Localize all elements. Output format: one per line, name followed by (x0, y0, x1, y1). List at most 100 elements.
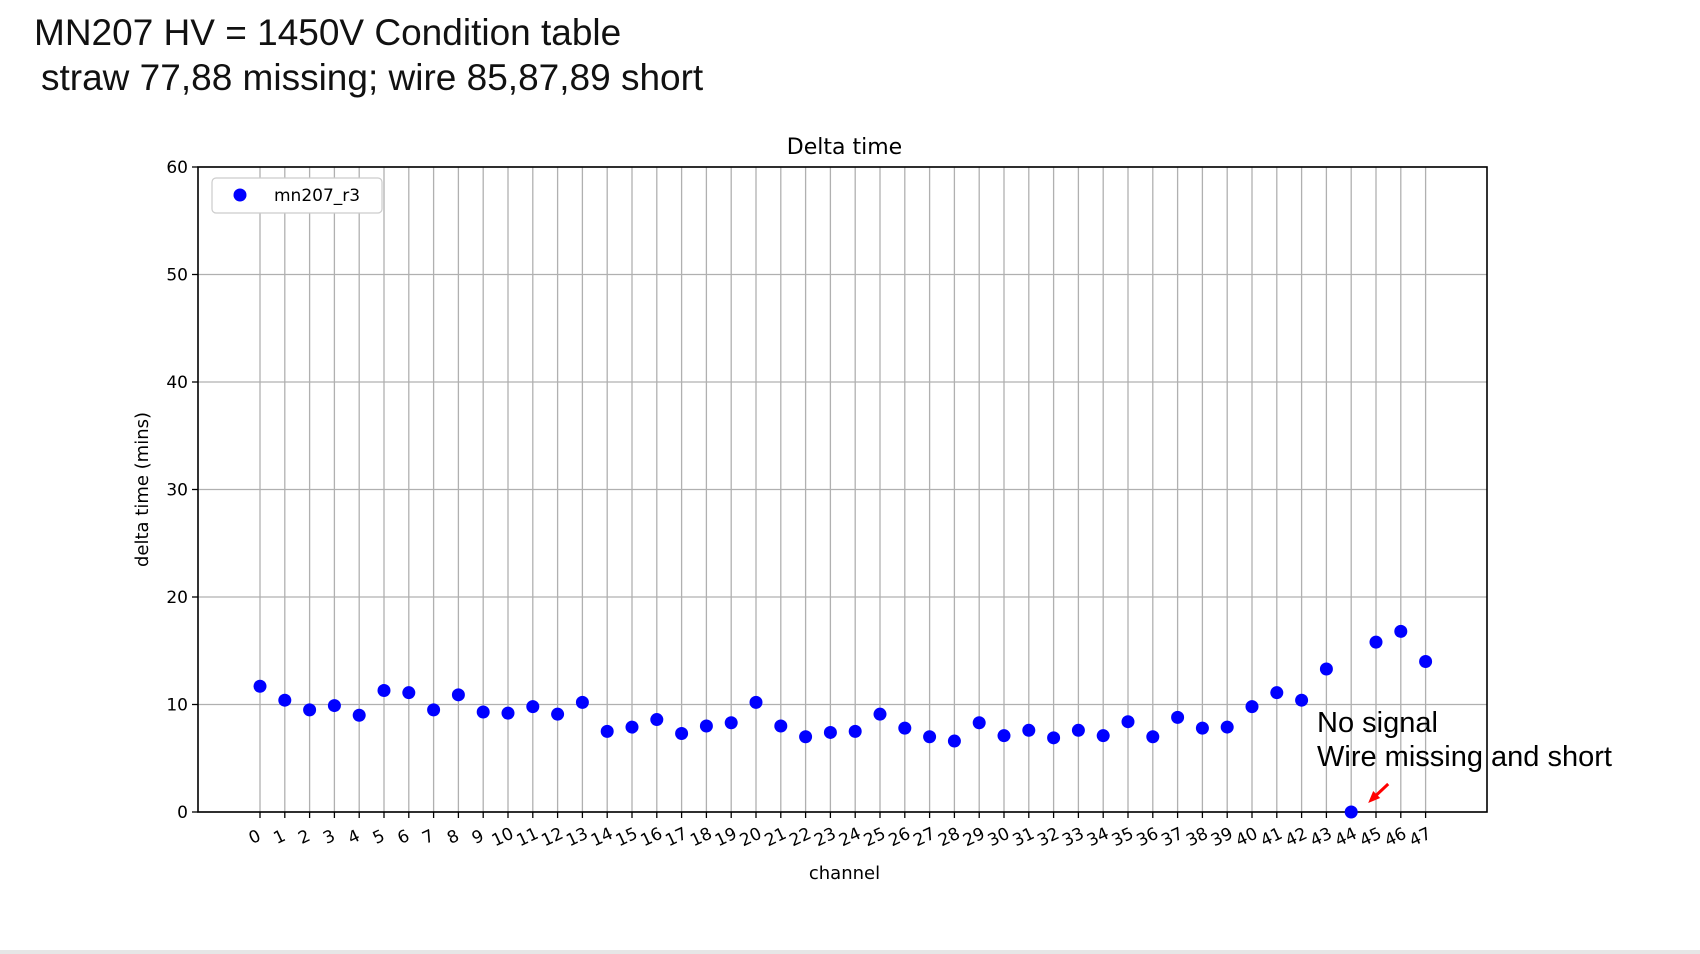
x-tick-label: 2 (295, 826, 313, 849)
x-tick-label: 28 (935, 824, 963, 851)
x-tick-label: 46 (1382, 824, 1410, 851)
y-tick-label: 40 (166, 373, 188, 393)
x-tick-label: 0 (246, 826, 264, 849)
slide-title: MN207 HV = 1450V Condition table (34, 12, 622, 53)
x-tick-label: 1 (271, 826, 289, 849)
x-tick-label: 20 (737, 824, 765, 851)
data-point (799, 730, 813, 744)
data-point (625, 720, 639, 734)
data-point (823, 725, 837, 739)
data-point (947, 734, 961, 748)
x-tick-label: 6 (395, 826, 413, 849)
slide-subtitle: straw 77,88 missing; wire 85,87,89 short (41, 57, 704, 98)
data-point (675, 727, 689, 741)
data-point (898, 721, 912, 735)
data-point (501, 706, 515, 720)
x-tick-label: 18 (687, 824, 715, 851)
x-tick-label: 19 (712, 824, 740, 851)
data-point (476, 705, 490, 719)
x-tick-label: 8 (444, 826, 462, 849)
x-tick-label: 41 (1258, 824, 1286, 851)
data-point (650, 713, 664, 727)
data-point (972, 716, 986, 730)
data-point (774, 719, 788, 733)
data-point (600, 724, 614, 738)
data-point (699, 719, 713, 733)
y-tick-label: 60 (166, 158, 188, 178)
data-point (1071, 723, 1085, 737)
legend-box (211, 177, 383, 214)
data-point (1195, 721, 1209, 735)
x-tick-label: 10 (489, 824, 517, 851)
x-tick-label: 30 (985, 824, 1013, 851)
x-tick-label: 36 (1134, 824, 1162, 851)
x-tick-label: 4 (345, 826, 363, 849)
x-tick-label: 7 (419, 826, 437, 849)
data-point (848, 724, 862, 738)
x-axis-label: channel (809, 863, 880, 884)
y-tick-label: 0 (177, 803, 188, 823)
x-tick-label: 3 (320, 826, 338, 849)
data-point (526, 700, 540, 714)
x-tick-label: 37 (1158, 824, 1186, 851)
annotation-arrow-head (1368, 791, 1381, 803)
data-point (1295, 693, 1309, 707)
data-point (1245, 700, 1259, 714)
x-tick-label: 43 (1307, 824, 1335, 851)
x-tick-label: 24 (836, 824, 864, 851)
data-point (1419, 655, 1433, 668)
points-layer (253, 624, 1433, 819)
x-tick-label: 25 (861, 824, 889, 851)
x-tick-label: 31 (1010, 824, 1038, 851)
data-point (1171, 710, 1185, 724)
x-tick-label: 38 (1183, 824, 1211, 851)
data-point (997, 729, 1011, 743)
x-tick-label: 14 (588, 824, 616, 851)
data-point (1096, 729, 1110, 743)
data-point (1047, 731, 1061, 745)
x-tick-label: 9 (469, 826, 487, 849)
data-point (1319, 662, 1333, 676)
data-point (749, 695, 763, 709)
grid-layer (198, 166, 1487, 813)
data-point (451, 688, 465, 702)
x-tick-label: 35 (1109, 824, 1137, 851)
x-tick-label: 39 (1208, 824, 1236, 851)
x-tick-label: 45 (1357, 824, 1385, 851)
y-tick-label: 30 (166, 481, 188, 501)
x-tick-label: 16 (638, 824, 666, 851)
x-tick-label: 23 (811, 824, 839, 851)
data-point (724, 716, 738, 730)
x-tick-label: 12 (538, 824, 566, 851)
x-tick-label: 11 (514, 824, 542, 851)
chart-title: Delta time (787, 135, 902, 160)
data-point (1022, 723, 1036, 737)
data-point (1344, 805, 1358, 819)
data-point (873, 707, 887, 721)
data-point (1220, 720, 1234, 734)
data-point (1121, 715, 1135, 729)
data-point (327, 699, 341, 713)
data-point (1394, 624, 1408, 638)
data-point (303, 703, 317, 717)
x-tick-label: 5 (370, 826, 388, 849)
annotation-no-signal: No signal (1317, 707, 1438, 739)
x-tick-label: 13 (563, 824, 591, 851)
data-point (377, 684, 391, 698)
data-point (1369, 635, 1383, 649)
data-point (278, 693, 292, 707)
annotation-arrow-layer (1368, 782, 1390, 803)
y-tick-label: 50 (166, 266, 188, 286)
legend-label: mn207_r3 (274, 186, 360, 206)
x-tick-label: 27 (910, 824, 938, 851)
x-tick-label: 34 (1084, 824, 1112, 851)
y-tick-label: 20 (166, 588, 188, 608)
x-tick-label: 32 (1034, 824, 1062, 851)
data-point (575, 695, 589, 709)
x-tick-label: 40 (1233, 824, 1261, 851)
x-tick-label: 17 (662, 824, 690, 851)
y-axis-label: delta time (mins) (132, 412, 153, 567)
data-point (1146, 730, 1160, 744)
data-point (551, 707, 565, 721)
